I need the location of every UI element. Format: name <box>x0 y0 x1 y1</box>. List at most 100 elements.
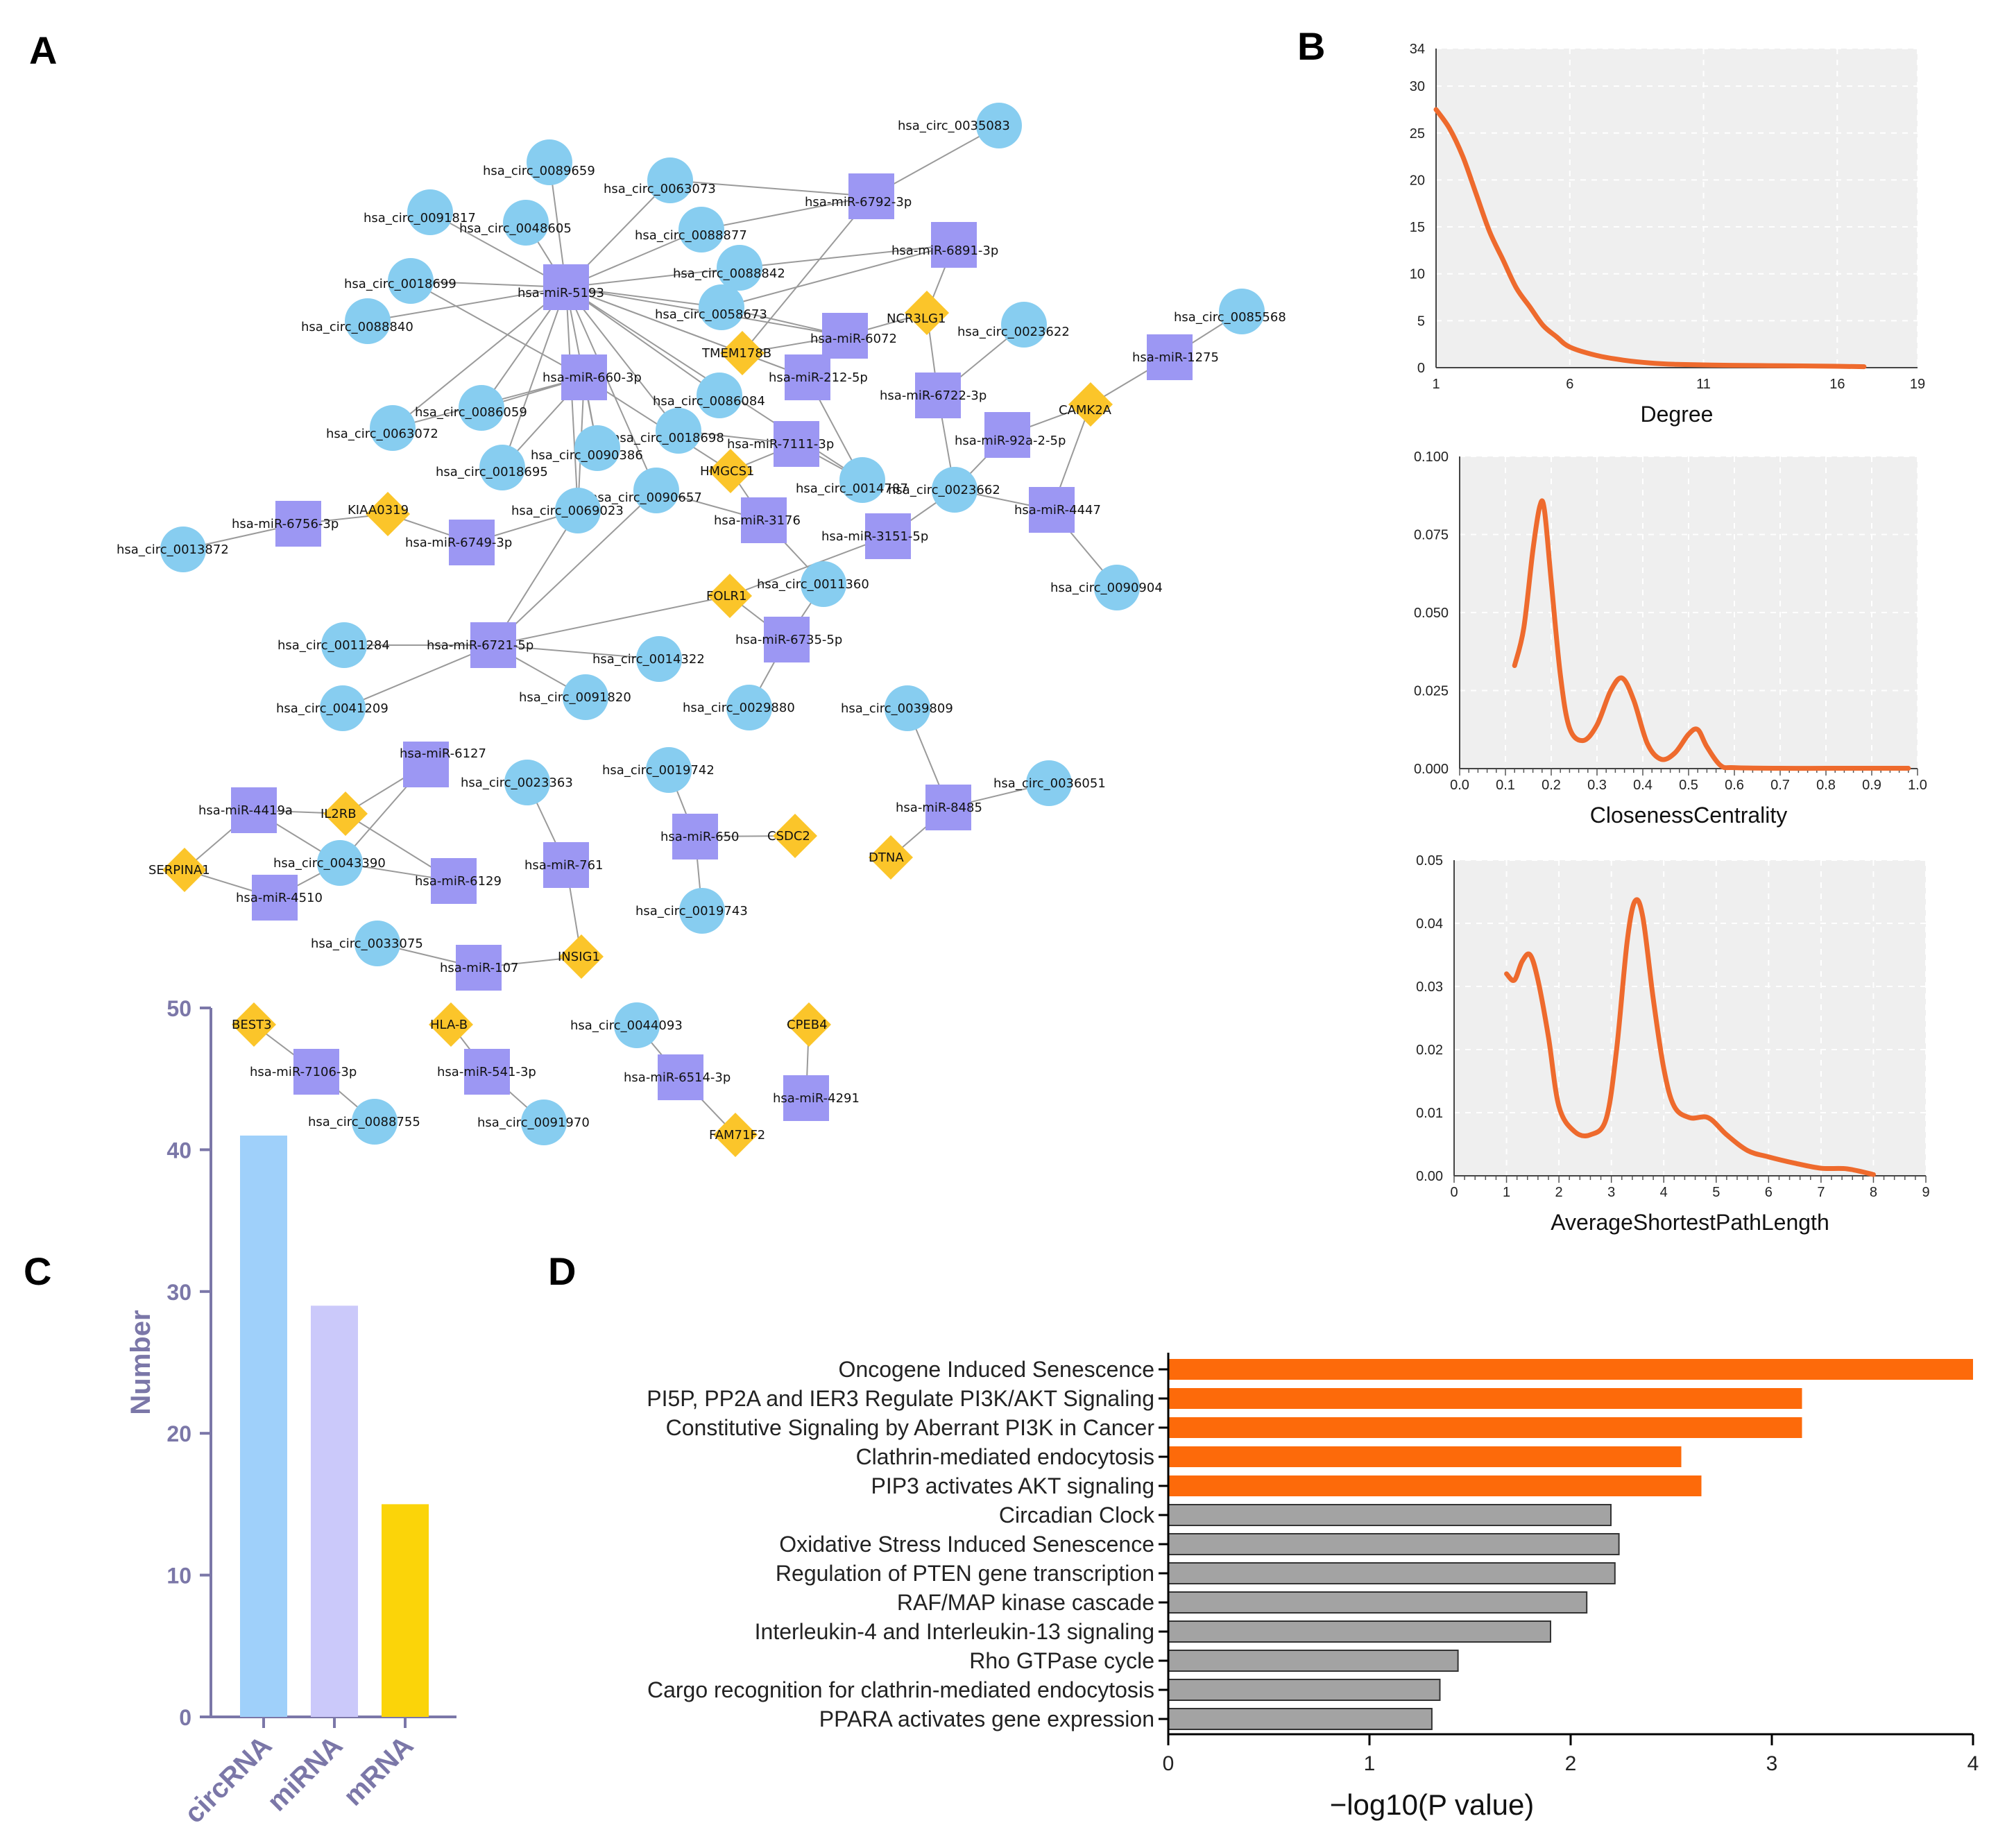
node-hmgcs1[interactable]: HMGCS1 <box>700 449 754 493</box>
node-il2rb[interactable]: IL2RB <box>321 792 368 836</box>
x-tick-label: 0.3 <box>1587 778 1607 793</box>
node-ncr3lg1[interactable]: NCR3LG1 <box>887 291 949 335</box>
node-hsa-mir-6722-3p[interactable]: hsa-miR-6722-3p <box>880 373 987 418</box>
node-hsa-circ-0041209[interactable]: hsa_circ_0041209 <box>276 685 388 731</box>
node-cpeb4[interactable]: CPEB4 <box>787 1002 831 1047</box>
node-hsa-mir-5193[interactable]: hsa-miR-5193 <box>518 264 604 310</box>
node-hsa-circ-0091817[interactable]: hsa_circ_0091817 <box>364 189 476 235</box>
node-insig1[interactable]: INSIG1 <box>558 934 604 979</box>
node-hsa-circ-0011284[interactable]: hsa_circ_0011284 <box>278 622 390 668</box>
node-hsa-circ-0014322[interactable]: hsa_circ_0014322 <box>592 636 705 682</box>
node-hsa-mir-660-3p[interactable]: hsa-miR-660-3p <box>543 354 642 400</box>
y-tick-label: 0.03 <box>1416 979 1443 995</box>
node-hsa-circ-0088755[interactable]: hsa_circ_0088755 <box>308 1099 420 1145</box>
node-hsa-circ-0023622[interactable]: hsa_circ_0023622 <box>957 302 1070 348</box>
node-hsa-circ-0091820[interactable]: hsa_circ_0091820 <box>519 674 631 720</box>
node-hsa-mir-8485[interactable]: hsa-miR-8485 <box>896 785 982 830</box>
node-hsa-circ-0085568[interactable]: hsa_circ_0085568 <box>1174 289 1286 334</box>
node-hsa-mir-4447[interactable]: hsa-miR-4447 <box>1014 487 1101 533</box>
node-hsa-circ-0013872[interactable]: hsa_circ_0013872 <box>117 527 229 572</box>
category-label: Regulation of PTEN gene transcription <box>776 1561 1154 1586</box>
node-hsa-circ-0048605[interactable]: hsa_circ_0048605 <box>459 200 572 246</box>
node-hsa-mir-107[interactable]: hsa-miR-107 <box>440 945 518 991</box>
node-label: hsa-miR-107 <box>440 961 518 975</box>
node-hsa-circ-0029880[interactable]: hsa_circ_0029880 <box>683 685 795 730</box>
node-hsa-mir-761[interactable]: hsa-miR-761 <box>524 842 603 888</box>
node-folr1[interactable]: FOLR1 <box>706 574 752 618</box>
node-dtna[interactable]: DTNA <box>869 835 913 880</box>
bar-interleukin-4-and-interleukin-13-signaling <box>1168 1620 1551 1643</box>
node-hsa-circ-0023662[interactable]: hsa_circ_0023662 <box>888 467 1000 513</box>
node-hsa-circ-0043390[interactable]: hsa_circ_0043390 <box>273 840 386 886</box>
node-hsa-mir-3176[interactable]: hsa-miR-3176 <box>714 497 801 543</box>
node-hsa-mir-6792-3p[interactable]: hsa-miR-6792-3p <box>805 173 912 219</box>
node-hsa-circ-0036051[interactable]: hsa_circ_0036051 <box>993 760 1106 806</box>
node-hsa-mir-6749-3p[interactable]: hsa-miR-6749-3p <box>405 520 512 565</box>
node-hsa-circ-0088842[interactable]: hsa_circ_0088842 <box>673 245 785 291</box>
node-hsa-circ-0018699[interactable]: hsa_circ_0018699 <box>344 258 456 304</box>
node-hsa-mir-7111-3p[interactable]: hsa-miR-7111-3p <box>727 421 834 467</box>
node-hsa-circ-0018695[interactable]: hsa_circ_0018695 <box>436 445 548 490</box>
node-hsa-mir-6129[interactable]: hsa-miR-6129 <box>415 858 502 904</box>
mrna-node-shape <box>323 792 368 836</box>
node-hsa-circ-0086084[interactable]: hsa_circ_0086084 <box>653 373 765 418</box>
node-hsa-mir-650[interactable]: hsa-miR-650 <box>660 814 739 859</box>
node-hsa-circ-0011360[interactable]: hsa_circ_0011360 <box>757 561 869 607</box>
node-hsa-circ-0014787[interactable]: hsa_circ_0014787 <box>796 457 908 503</box>
circrna-node-shape <box>717 245 762 291</box>
node-hsa-mir-6735-5p[interactable]: hsa-miR-6735-5p <box>735 617 842 662</box>
node-hsa-circ-0069023[interactable]: hsa_circ_0069023 <box>511 488 624 533</box>
node-hsa-circ-0090657[interactable]: hsa_circ_0090657 <box>590 468 702 513</box>
node-hsa-circ-0063072[interactable]: hsa_circ_0063072 <box>326 405 438 451</box>
node-hsa-circ-0090904[interactable]: hsa_circ_0090904 <box>1050 565 1163 610</box>
node-hsa-mir-4419a[interactable]: hsa-miR-4419a <box>198 787 293 833</box>
node-best3[interactable]: BEST3 <box>232 1002 276 1047</box>
node-hsa-circ-0019743[interactable]: hsa_circ_0019743 <box>635 888 748 934</box>
node-hsa-mir-7106-3p[interactable]: hsa-miR-7106-3p <box>250 1049 357 1095</box>
node-label: hsa_circ_0039809 <box>841 701 953 716</box>
node-hsa-circ-0035083[interactable]: hsa_circ_0035083 <box>898 103 1022 148</box>
node-hla-b[interactable]: HLA-B <box>429 1002 473 1047</box>
node-hsa-circ-0091970[interactable]: hsa_circ_0091970 <box>477 1100 590 1145</box>
node-hsa-circ-0090386[interactable]: hsa_circ_0090386 <box>531 425 643 471</box>
node-hsa-mir-6891-3p[interactable]: hsa-miR-6891-3p <box>891 222 998 268</box>
node-hsa-circ-0018698[interactable]: hsa_circ_0018698 <box>612 408 724 454</box>
node-hsa-circ-0058673[interactable]: hsa_circ_0058673 <box>655 284 767 330</box>
node-kiaa0319[interactable]: KIAA0319 <box>348 492 410 536</box>
node-hsa-mir-6721-5p[interactable]: hsa-miR-6721-5p <box>427 622 533 668</box>
x-tick-label: 9 <box>1922 1185 1929 1200</box>
node-hsa-mir-6514-3p[interactable]: hsa-miR-6514-3p <box>624 1054 731 1100</box>
node-hsa-circ-0033075[interactable]: hsa_circ_0033075 <box>311 921 423 966</box>
node-hsa-mir-3151-5p[interactable]: hsa-miR-3151-5p <box>821 513 928 559</box>
node-hsa-circ-0039809[interactable]: hsa_circ_0039809 <box>841 685 953 731</box>
node-fam71f2[interactable]: FAM71F2 <box>709 1113 765 1157</box>
node-hsa-mir-4510[interactable]: hsa-miR-4510 <box>236 875 323 921</box>
node-hsa-circ-0023363[interactable]: hsa_circ_0023363 <box>461 760 573 805</box>
x-tick-label: mRNA <box>338 1730 420 1812</box>
node-hsa-circ-0088877[interactable]: hsa_circ_0088877 <box>635 207 747 253</box>
node-hsa-mir-212-5p[interactable]: hsa-miR-212-5p <box>769 354 868 400</box>
node-hsa-circ-0044093[interactable]: hsa_circ_0044093 <box>570 1002 683 1048</box>
node-serpina1[interactable]: SERPINA1 <box>148 848 210 892</box>
category-label: Constitutive Signaling by Aberrant PI3K … <box>666 1415 1155 1440</box>
node-hsa-circ-0086059[interactable]: hsa_circ_0086059 <box>415 385 527 431</box>
bar-cargo-recognition-for-clathrin-mediated-endocytosis <box>1168 1679 1441 1701</box>
node-hsa-mir-4291[interactable]: hsa-miR-4291 <box>773 1075 860 1121</box>
node-label: hsa_circ_0089659 <box>483 164 595 178</box>
node-tmem178b[interactable]: TMEM178B <box>701 331 771 375</box>
node-label: hsa_circ_0048605 <box>459 221 572 236</box>
node-hsa-circ-0088840[interactable]: hsa_circ_0088840 <box>301 298 413 344</box>
node-hsa-mir-6072[interactable]: hsa-miR-6072 <box>810 313 897 359</box>
node-hsa-mir-6756-3p[interactable]: hsa-miR-6756-3p <box>232 501 339 547</box>
node-hsa-mir-92a-2-5p[interactable]: hsa-miR-92a-2-5p <box>955 412 1066 458</box>
node-camk2a[interactable]: CAMK2A <box>1059 382 1113 427</box>
node-hsa-circ-0019742[interactable]: hsa_circ_0019742 <box>602 747 715 793</box>
mrna-node-shape <box>559 934 604 979</box>
node-hsa-mir-1275[interactable]: hsa-miR-1275 <box>1132 334 1219 380</box>
node-hsa-mir-6127[interactable]: hsa-miR-6127 <box>400 742 486 787</box>
node-hsa-circ-0089659[interactable]: hsa_circ_0089659 <box>483 139 595 185</box>
node-label: hsa-miR-6129 <box>415 874 502 889</box>
node-hsa-mir-541-3p[interactable]: hsa-miR-541-3p <box>437 1049 536 1095</box>
node-hsa-circ-0063073[interactable]: hsa_circ_0063073 <box>604 157 716 203</box>
node-csdc2[interactable]: CSDC2 <box>767 814 817 858</box>
